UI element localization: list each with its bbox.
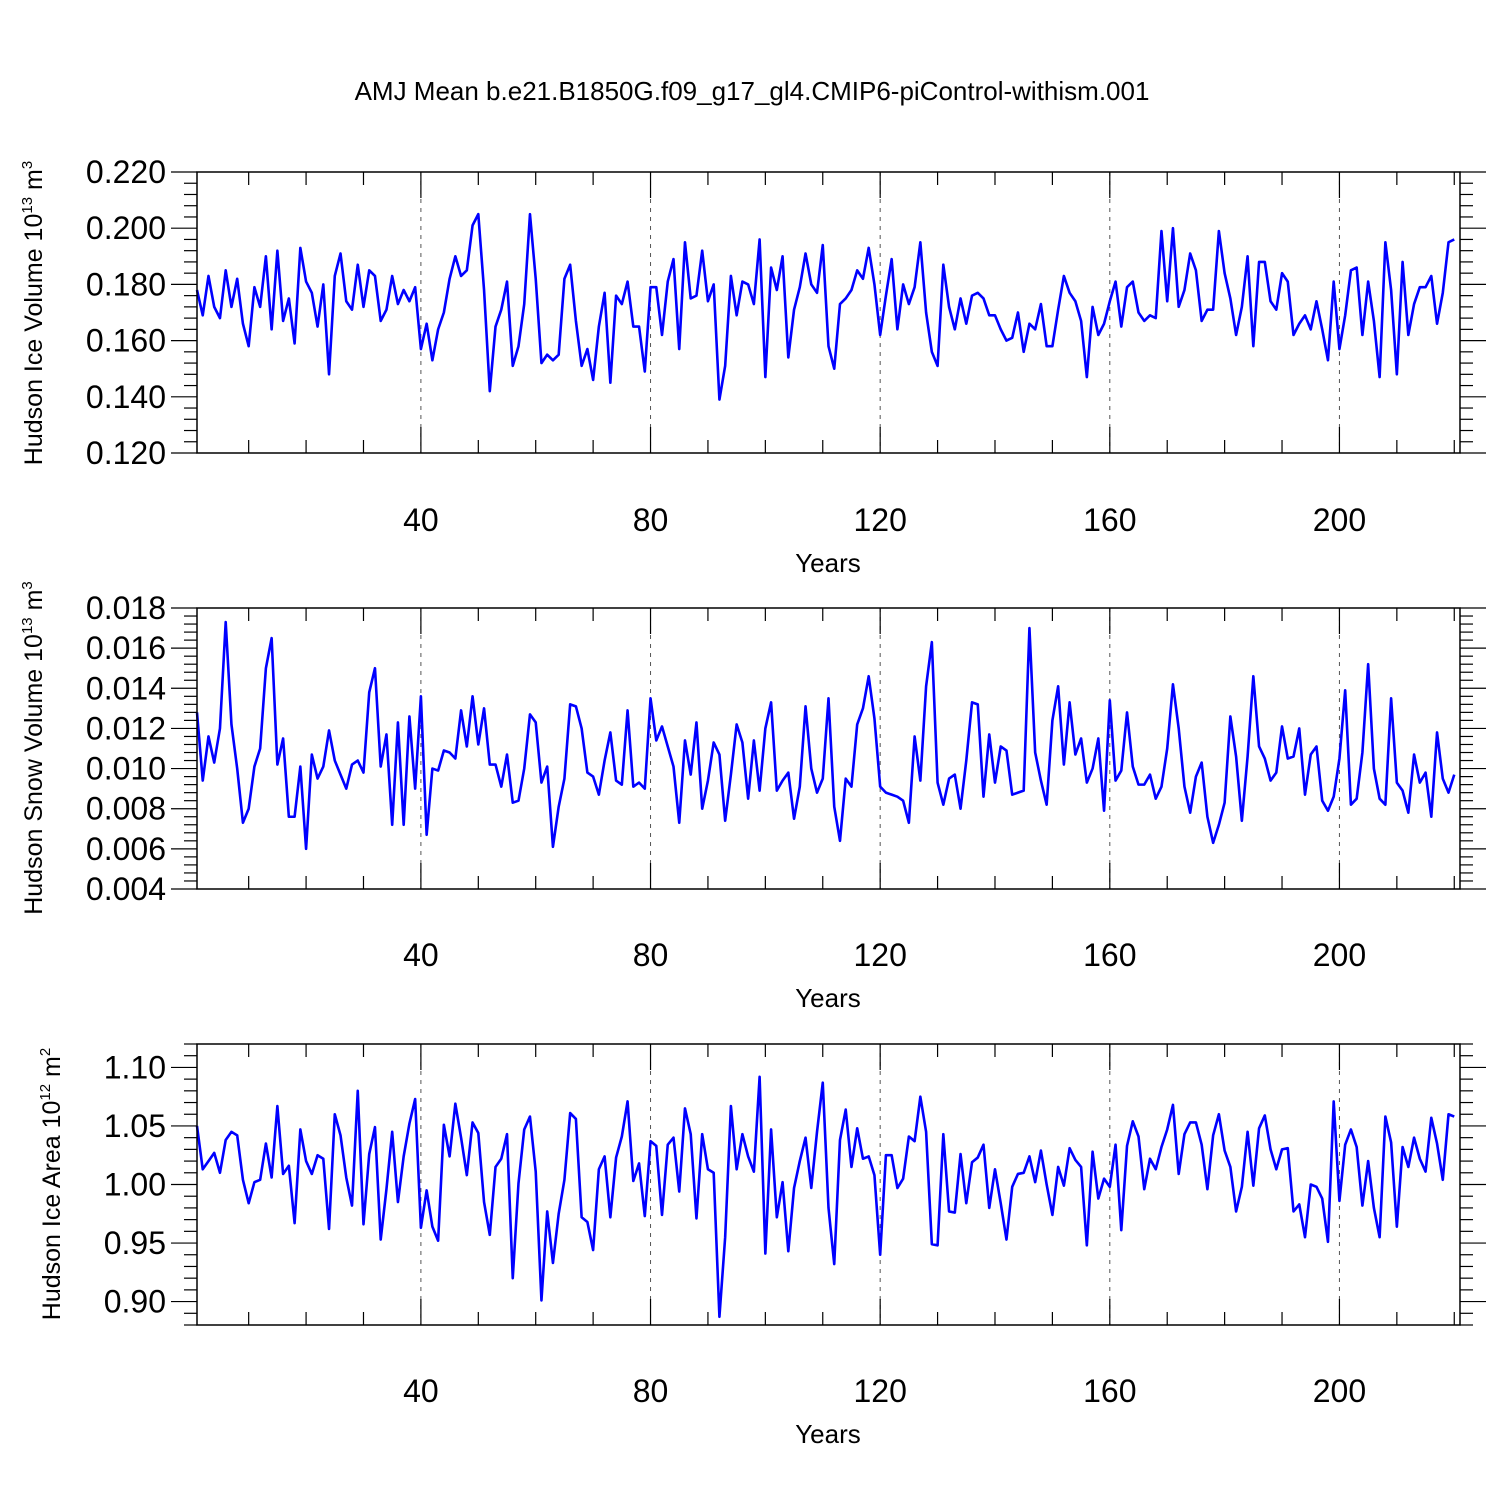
ice-area-x-tick-label: 40	[403, 1373, 439, 1409]
ice-area-y-tick-label: 1.10	[104, 1049, 166, 1085]
snow-volume-x-tick-label: 200	[1313, 937, 1366, 973]
snow-volume-y-tick-label: 0.008	[86, 791, 166, 827]
ice-area-y-tick-label: 0.95	[104, 1225, 166, 1261]
snow-volume-y-tick-label: 0.012	[86, 710, 166, 746]
ice-volume-xlabel: Years	[795, 548, 861, 578]
ice-area-y-tick-label: 1.00	[104, 1167, 166, 1203]
snow-volume-y-tick-label: 0.016	[86, 630, 166, 666]
ice-volume-y-tick-label: 0.220	[86, 154, 166, 190]
ice-volume-panel: 40 80 120 160 200 0.120 0.140 0.160 0.180 0.200 0.…	[19, 154, 1486, 578]
ice-volume-plot-frame	[196, 171, 1461, 454]
snow-volume-x-tick-label: 160	[1083, 937, 1136, 973]
ice-area-x-tick-label: 200	[1313, 1373, 1366, 1409]
ice-area-x-tick-label: 160	[1083, 1373, 1136, 1409]
ice-volume-x-tick-label: 120	[853, 502, 906, 538]
snow-volume-y-tick-label: 0.006	[86, 831, 166, 867]
ice-volume-y-tick-label: 0.140	[86, 379, 166, 415]
ice-area-y-tick-label: 0.90	[104, 1284, 166, 1320]
snow-volume-x-tick-label: 80	[633, 937, 669, 973]
snow-volume-series-line	[195, 620, 1456, 851]
ice-area-x-tick-label: 120	[853, 1373, 906, 1409]
snow-volume-panel: 40 80 120 160 200 0.004 0.006 0.008 0.010 0.012 0.…	[19, 581, 1486, 1013]
ice-volume-x-tick-label: 200	[1313, 502, 1366, 538]
snow-volume-y-tick-label: 0.014	[86, 670, 166, 706]
ice-volume-x-tick-label: 40	[403, 502, 439, 538]
snow-volume-plot-frame	[196, 607, 1461, 890]
figure-title: AMJ Mean b.e21.B1850G.f09_g17_gl4.CMIP6-…	[355, 76, 1150, 106]
ice-area-panel: 40 80 120 160 200 0.90 0.95 1.00 1.05 1.10 Hudson…	[37, 1043, 1486, 1449]
snow-volume-y-tick-label: 0.010	[86, 751, 166, 787]
ice-volume-x-tick-label: 80	[633, 502, 669, 538]
ice-area-x-tick-label: 80	[633, 1373, 669, 1409]
ice-area-ylabel: Hudson Ice Area 1012 m2	[37, 1048, 66, 1320]
ice-volume-y-tick-label: 0.180	[86, 266, 166, 302]
snow-volume-ylabel: Hudson Snow Volume 1013 m3	[19, 581, 48, 915]
ice-area-series-line	[195, 1075, 1455, 1319]
ice-volume-y-tick-label: 0.120	[86, 435, 166, 471]
ice-area-y-tick-label: 1.05	[104, 1108, 166, 1144]
ice-volume-y-tick-label: 0.160	[86, 323, 166, 359]
ice-volume-ylabel: Hudson Ice Volume 1013 m3	[19, 161, 48, 465]
ice-volume-series-line	[195, 212, 1455, 401]
ice-volume-y-tick-label: 0.200	[86, 210, 166, 246]
snow-volume-y-tick-label: 0.018	[86, 590, 166, 626]
snow-volume-x-tick-label: 40	[403, 937, 439, 973]
snow-volume-xlabel: Years	[795, 983, 861, 1013]
ice-area-xlabel: Years	[795, 1419, 861, 1449]
snow-volume-y-tick-label: 0.004	[86, 871, 166, 907]
ice-area-plot-frame	[196, 1043, 1461, 1326]
ice-volume-x-tick-label: 160	[1083, 502, 1136, 538]
snow-volume-x-tick-label: 120	[853, 937, 906, 973]
